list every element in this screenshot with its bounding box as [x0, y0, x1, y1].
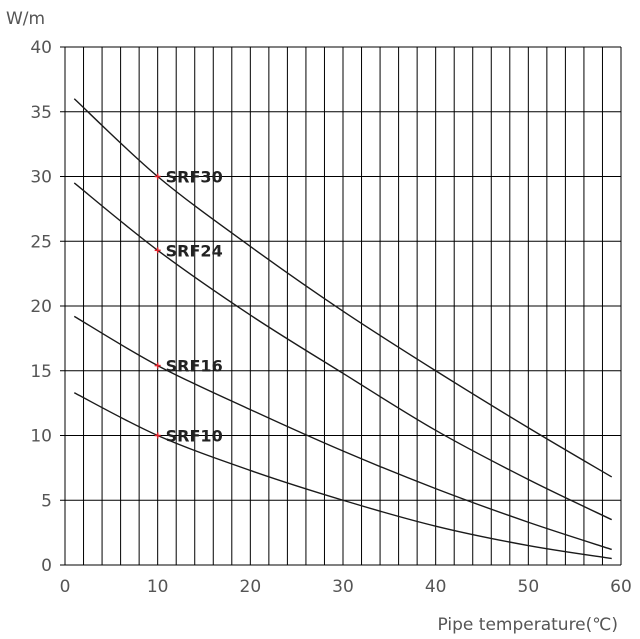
series: SRF30 SRF24 SRF16 SRF10 [73, 98, 613, 560]
grid [60, 46, 622, 566]
y-tick-label: 40 [30, 38, 52, 58]
x-tick-label: 60 [610, 577, 632, 597]
y-tick-label: 5 [41, 491, 52, 511]
y-tick-label: 0 [41, 556, 52, 576]
x-tick-label: 40 [425, 577, 447, 597]
x-tick-label: 50 [518, 577, 540, 597]
y-axis-title: W/m [6, 9, 45, 29]
x-tick-label: 0 [60, 577, 71, 597]
y-tick-label: 20 [30, 297, 52, 317]
series-label-srf24: SRF24 [166, 241, 223, 260]
series-label-srf10: SRF10 [166, 427, 223, 446]
x-axis-title: Pipe temperature(℃) [438, 615, 618, 635]
x-tick-label: 20 [240, 577, 262, 597]
y-tick-label: 25 [30, 232, 52, 252]
x-tick-label: 10 [147, 577, 169, 597]
y-tick-label: 15 [30, 362, 52, 382]
y-tick-label: 35 [30, 103, 52, 123]
y-tick-label: 10 [30, 427, 52, 447]
tick-labels: 0 5 10 15 20 25 30 35 40 0 10 20 30 40 50 60 [30, 38, 631, 597]
x-tick-label: 30 [332, 577, 354, 597]
series-label-srf30: SRF30 [166, 168, 223, 187]
series-label-srf16: SRF16 [166, 357, 223, 376]
y-tick-label: 30 [30, 168, 52, 188]
